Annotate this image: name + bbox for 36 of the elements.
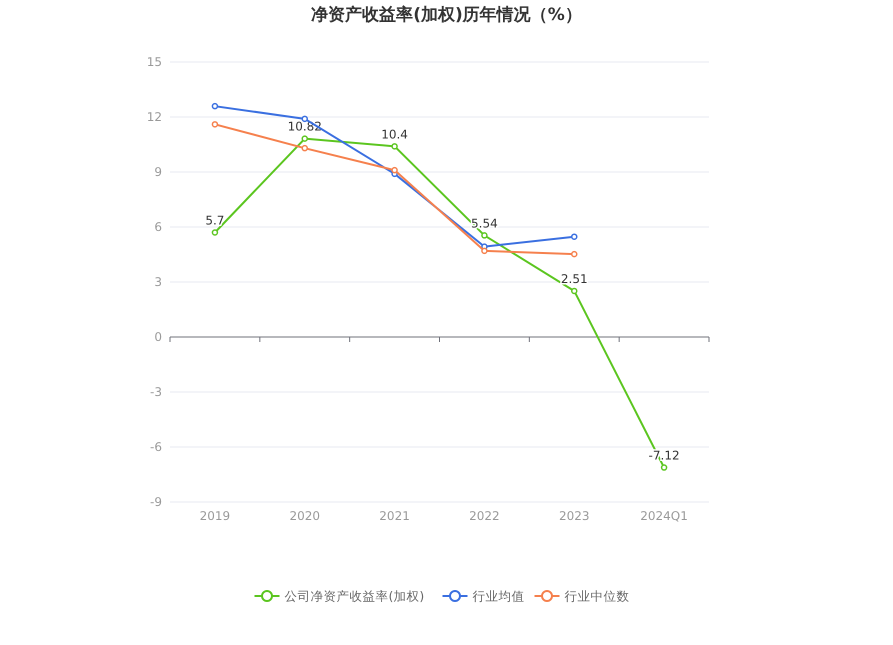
point [660, 464, 668, 471]
point [212, 121, 218, 128]
legend-label: 行业均值 [472, 588, 524, 604]
point [481, 232, 488, 239]
data-label: 10.4 [381, 127, 408, 142]
data-label: 5.54 [471, 216, 498, 230]
y-tick-label: 12 [146, 110, 162, 124]
y-tick-label: 9 [154, 165, 162, 179]
point [571, 250, 578, 258]
y-tick-label: -3 [150, 385, 162, 399]
point [212, 102, 218, 110]
point [571, 288, 578, 294]
point [212, 229, 218, 236]
y-tick-label: 0 [154, 330, 162, 344]
y-tick-label: 3 [154, 275, 162, 289]
x-tick-label: 2024Q1 [640, 509, 688, 523]
x-tick-label: 2022 [469, 509, 500, 523]
x-tick-label: 2020 [289, 509, 320, 523]
point [571, 233, 578, 240]
point [302, 144, 308, 152]
legend-label: 行业中位数 [564, 588, 630, 604]
point [481, 248, 488, 254]
point [391, 143, 398, 150]
point [302, 135, 308, 142]
chart-title: 净资产收益率(加权)历年情况（%） [311, 5, 582, 25]
x-tick-label: 2023 [558, 509, 590, 523]
point [391, 166, 398, 174]
x-tick-label: 2021 [379, 509, 410, 523]
y-tick-label: -9 [150, 495, 162, 509]
x-tick-label: 2019 [200, 509, 230, 523]
legend-label: 公司净资产收益率(加权) [284, 588, 424, 604]
y-tick-label: 6 [154, 220, 162, 234]
data-label: 5.7 [205, 214, 224, 228]
data-label: 2.51 [560, 272, 588, 286]
y-tick-label: 15 [146, 55, 162, 69]
y-tick-label: -6 [150, 440, 162, 454]
